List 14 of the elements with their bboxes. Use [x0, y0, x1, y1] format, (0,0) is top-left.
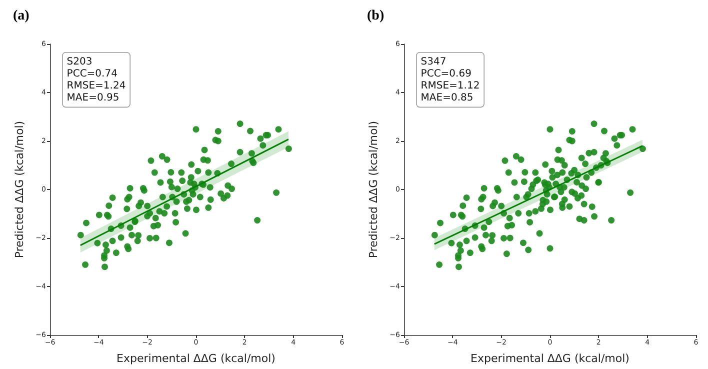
annotation: PCC=0.69 — [420, 68, 472, 80]
y-axis-title: Predicted ΔΔG (kcal/mol) — [366, 120, 380, 258]
annotation: PCC=0.74 — [66, 68, 118, 80]
x-axis-title: Experimental ΔΔG (kcal/mol) — [116, 352, 276, 365]
annotation: S203 — [66, 56, 92, 68]
x-axis-title: Experimental ΔΔG (kcal/mol) — [470, 352, 630, 365]
annotation: S347 — [420, 56, 446, 68]
chart-title: (b) — [367, 8, 384, 24]
y-axis-title: Predicted ΔΔG (kcal/mol) — [12, 120, 26, 258]
annotation: RMSE=1.24 — [66, 80, 126, 92]
annotation: MAE=0.85 — [420, 92, 474, 104]
chart-title: (a) — [13, 8, 30, 24]
annotation: MAE=0.95 — [66, 92, 120, 104]
annotation: RMSE=1.12 — [420, 80, 480, 92]
